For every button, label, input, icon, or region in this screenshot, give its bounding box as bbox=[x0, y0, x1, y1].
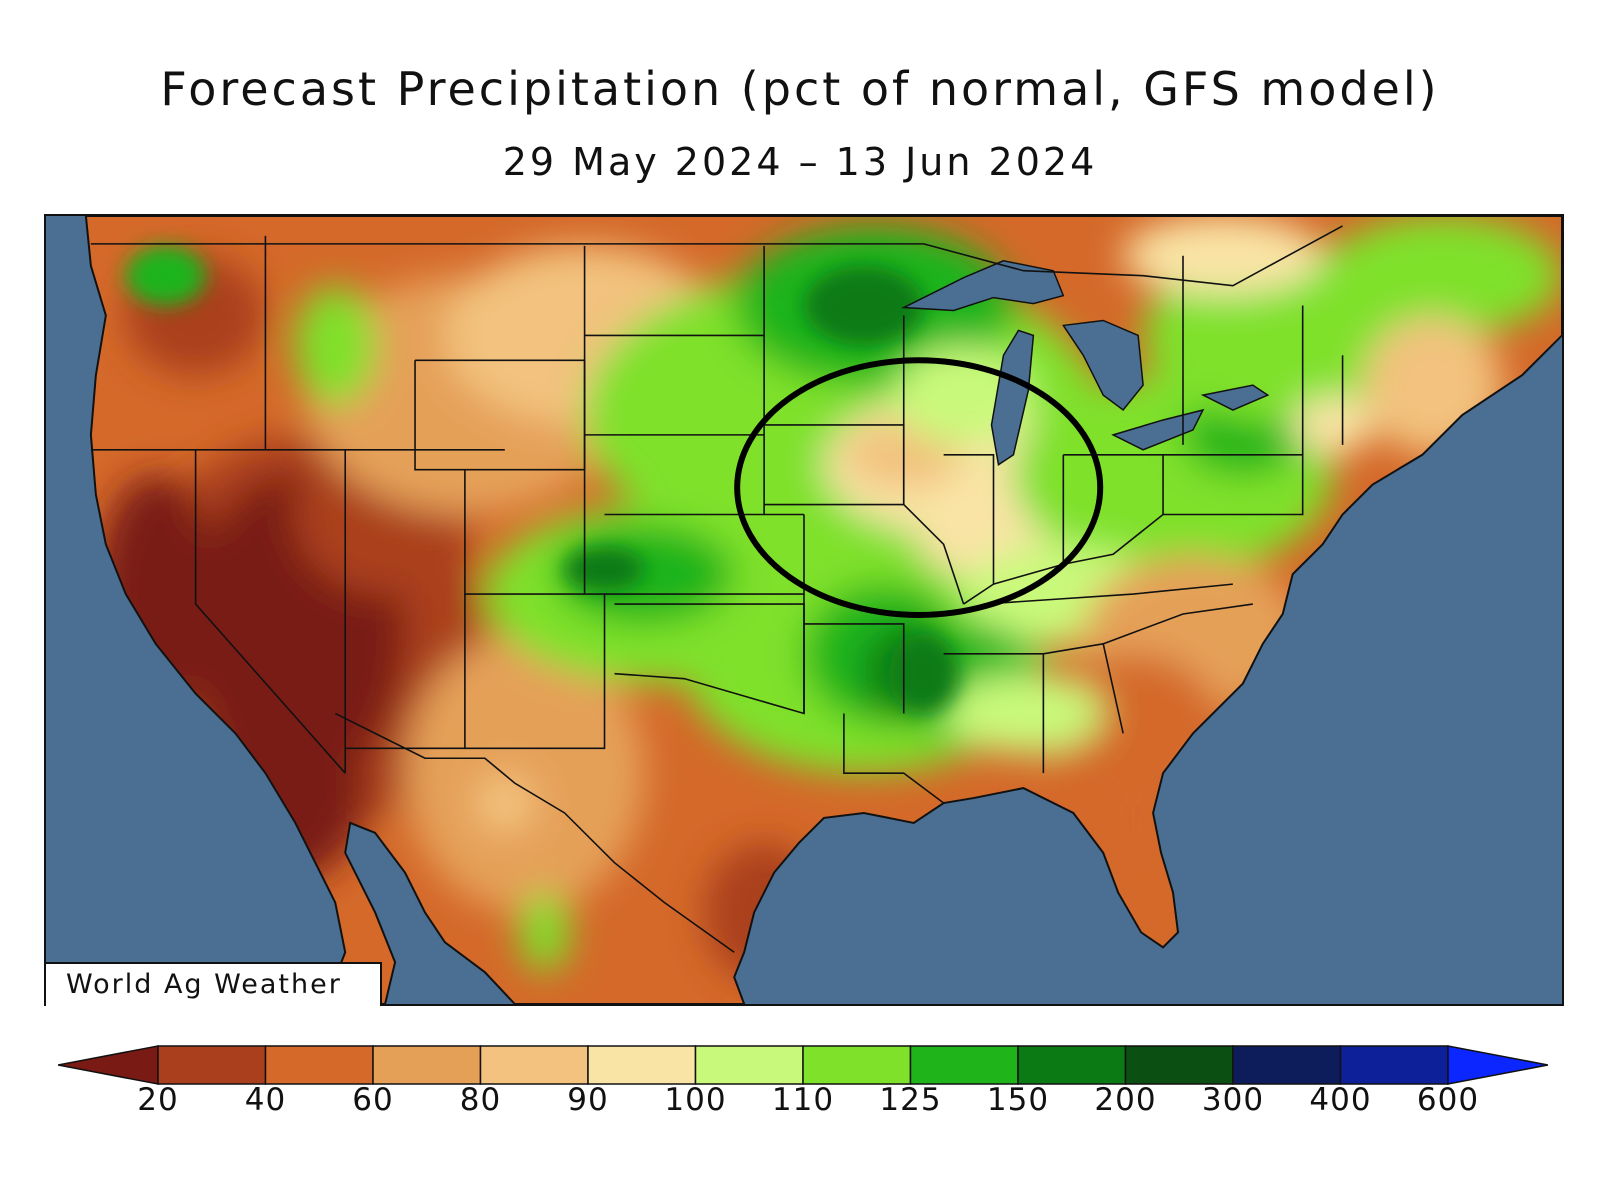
legend-swatch bbox=[1124, 1045, 1234, 1085]
legend-tick-label: 20 bbox=[137, 1082, 179, 1118]
legend-swatch bbox=[1232, 1045, 1342, 1085]
map-title: Forecast Precipitation (pct of normal, G… bbox=[160, 62, 1440, 116]
legend-swatch bbox=[264, 1045, 374, 1085]
legend-tick-label: 300 bbox=[1201, 1082, 1265, 1118]
legend-swatch bbox=[1447, 1045, 1548, 1085]
annotation-ellipse bbox=[734, 357, 1104, 618]
legend-swatch bbox=[1339, 1045, 1449, 1085]
legend-swatch bbox=[694, 1045, 804, 1085]
legend-swatch bbox=[157, 1045, 267, 1085]
legend-tick-label: 40 bbox=[244, 1082, 287, 1118]
legend-swatch bbox=[1017, 1045, 1127, 1085]
legend-tick-label: 80 bbox=[459, 1082, 502, 1118]
legend-swatch bbox=[587, 1045, 697, 1085]
precipitation-map bbox=[44, 214, 1564, 1006]
coastline bbox=[84, 216, 1562, 1004]
legend-swatch bbox=[909, 1045, 1019, 1085]
legend-tick-label: 100 bbox=[664, 1082, 727, 1118]
legend-swatch bbox=[802, 1045, 912, 1085]
legend-ticks: 20 40 60 80 90 100 110 125 150 200 300 400 600 bbox=[0, 1082, 1600, 1122]
canada-border bbox=[90, 225, 1343, 287]
legend-tick-label: 400 bbox=[1309, 1082, 1372, 1118]
legend-tick-label: 90 bbox=[567, 1082, 609, 1118]
legend-swatch bbox=[372, 1045, 482, 1085]
legend-tick-label: 110 bbox=[771, 1082, 835, 1118]
state-boundaries bbox=[90, 235, 1344, 804]
legend-tick-label: 200 bbox=[1094, 1082, 1157, 1118]
great-lakes bbox=[900, 259, 1270, 466]
credit-label: World Ag Weather bbox=[46, 962, 382, 1006]
legend-tick-label: 125 bbox=[879, 1082, 942, 1118]
map-date-range: 29 May 2024 – 13 Jun 2024 bbox=[502, 140, 1098, 184]
legend-swatch bbox=[58, 1045, 159, 1085]
legend-tick-label: 600 bbox=[1416, 1082, 1480, 1118]
mexico-border bbox=[334, 712, 735, 953]
map-canvas bbox=[84, 216, 1562, 1004]
legend-swatch bbox=[479, 1045, 589, 1085]
legend-colorbar bbox=[58, 1045, 1548, 1085]
legend-tick-label: 60 bbox=[352, 1082, 394, 1118]
legend-tick-label: 150 bbox=[986, 1082, 1050, 1118]
